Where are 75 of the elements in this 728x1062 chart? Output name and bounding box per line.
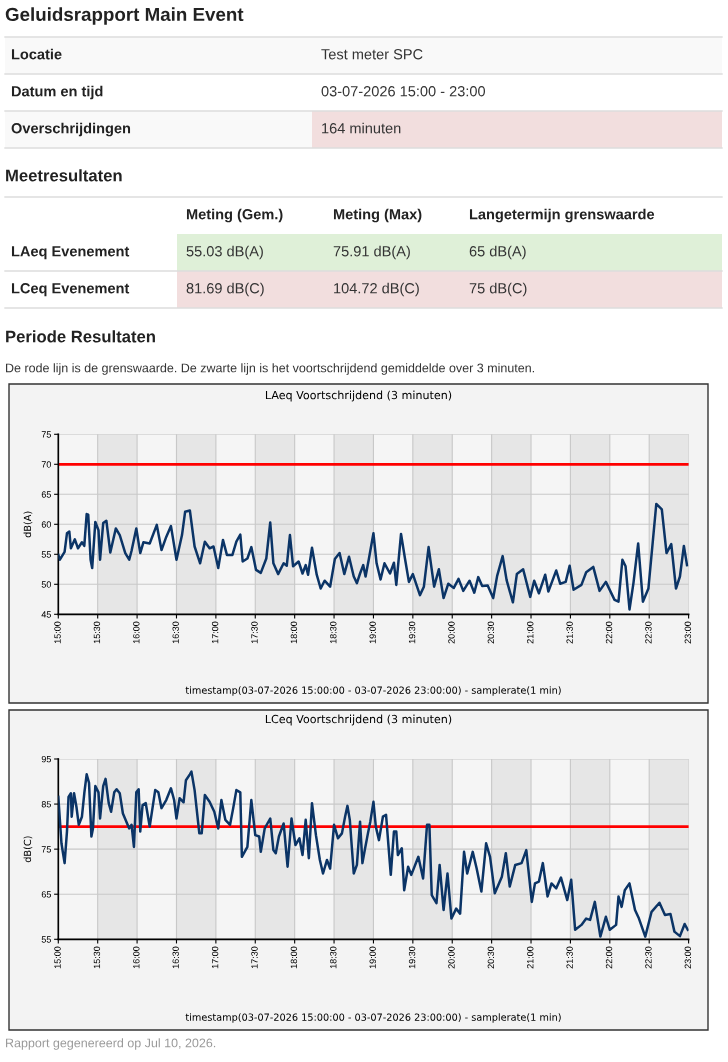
text: Periode Resultaten xyxy=(6,330,155,343)
y-tick-label: 65 xyxy=(41,891,51,898)
x-tick-label: 19:00 xyxy=(369,946,376,969)
category-label: Meting (Gem.) xyxy=(186,208,283,223)
x-tick-label: 20:30 xyxy=(487,946,495,969)
chart-title: LAeq Voortschrijdend (3 minuten) xyxy=(265,390,452,402)
x-tick-label: 17:30 xyxy=(251,621,258,644)
y-tick-label: 55 xyxy=(41,551,51,558)
x-tick-label: 21:30 xyxy=(566,946,573,969)
x-tick-label: 16:00 xyxy=(133,946,140,969)
x-tick-label: 21:30 xyxy=(566,621,573,644)
text: 75.91 dB(A) xyxy=(333,245,410,260)
x-tick-label: 18:30 xyxy=(330,621,337,644)
x-tick-label: 15:30 xyxy=(93,946,101,969)
x-tick-label: 21:00 xyxy=(527,946,534,969)
x-tick-label: 16:30 xyxy=(172,621,179,644)
y-tick-label: 75 xyxy=(41,431,51,438)
x-tick-label: 15:00 xyxy=(54,946,61,969)
category-label: LAeq Evenement xyxy=(11,246,130,260)
text: Geluidsrapport Main Event xyxy=(5,7,244,25)
x-tick-label: 15:30 xyxy=(93,621,101,644)
x-tick-label: 19:00 xyxy=(369,621,376,644)
category-label: Overschrijdingen xyxy=(11,122,131,137)
text: 81.69 dB(C) xyxy=(186,282,264,297)
category-label: LCeq Evenement xyxy=(11,283,130,297)
x-tick-label: 23:00 xyxy=(684,946,692,969)
x-tick-label: 18:30 xyxy=(330,946,337,969)
x-axis-title: timestamp(03-07-2026 15:00:00 - 03-07-2026 23:00:00) - samplerate(1 min) xyxy=(185,686,561,696)
x-tick-label: 22:00 xyxy=(605,946,613,969)
x-tick-label: 20:00 xyxy=(448,946,455,969)
x-tick-label: 20:00 xyxy=(448,621,455,644)
x-tick-label: 19:30 xyxy=(408,946,416,969)
y-axis-title: dB(C) xyxy=(23,836,33,863)
text: 65 dB(A) xyxy=(469,245,526,260)
y-tick-label: 60 xyxy=(41,521,51,528)
y-tick-label: 75 xyxy=(41,846,51,853)
text: De rode lijn is de grenswaarde. De zwarte lijn is het voortschrijdend gemiddelde over 3 minuten. xyxy=(6,363,534,375)
text: Meetresultaten xyxy=(6,169,122,182)
chart-title: LCeq Voortschrijdend (3 minuten) xyxy=(265,714,452,726)
y-tick-label: 50 xyxy=(41,581,51,588)
x-tick-label: 15:00 xyxy=(54,621,61,644)
text: Rapport gegenereerd op Jul 10, 2026. xyxy=(6,1038,216,1050)
x-tick-label: 19:30 xyxy=(408,621,416,644)
category-label: Langetermijn grenswaarde xyxy=(469,208,655,223)
line-series xyxy=(58,502,689,611)
x-tick-label: 20:30 xyxy=(487,621,495,644)
text: 55.03 dB(A) xyxy=(186,245,263,260)
category-label: Datum en tijd xyxy=(11,85,103,100)
y-axis-title: dB(A) xyxy=(23,511,33,538)
x-tick-label: 23:00 xyxy=(684,621,692,644)
y-tick-label: 70 xyxy=(41,461,51,468)
x-tick-label: 18:00 xyxy=(290,946,298,969)
x-tick-label: 18:00 xyxy=(290,621,298,644)
text: 164 minuten xyxy=(322,122,401,134)
category-label: Locatie xyxy=(11,48,62,60)
y-tick-label: 55 xyxy=(41,936,51,943)
x-tick-label: 17:00 xyxy=(211,621,219,644)
text: Test meter SPC xyxy=(321,49,423,60)
x-tick-label: 21:00 xyxy=(527,621,534,644)
x-tick-label: 22:30 xyxy=(645,946,652,969)
x-tick-label: 16:30 xyxy=(172,946,179,969)
category-label: Meting (Max) xyxy=(333,208,422,223)
x-tick-label: 17:30 xyxy=(251,946,258,969)
y-tick-label: 45 xyxy=(41,611,51,618)
text: 104.72 dB(C) xyxy=(334,282,419,297)
y-tick-label: 85 xyxy=(41,801,51,808)
text: 75 dB(C) xyxy=(469,282,527,297)
y-tick-label: 65 xyxy=(41,491,51,498)
text: 03-07-2026 15:00 - 23:00 xyxy=(321,86,486,97)
x-tick-label: 17:00 xyxy=(211,946,219,969)
x-axis-title: timestamp(03-07-2026 15:00:00 - 03-07-2026 23:00:00) - samplerate(1 min) xyxy=(185,1013,561,1023)
x-tick-label: 16:00 xyxy=(133,621,140,644)
y-tick-label: 95 xyxy=(41,755,51,763)
x-tick-label: 22:30 xyxy=(645,621,652,644)
x-tick-label: 22:00 xyxy=(605,621,613,644)
